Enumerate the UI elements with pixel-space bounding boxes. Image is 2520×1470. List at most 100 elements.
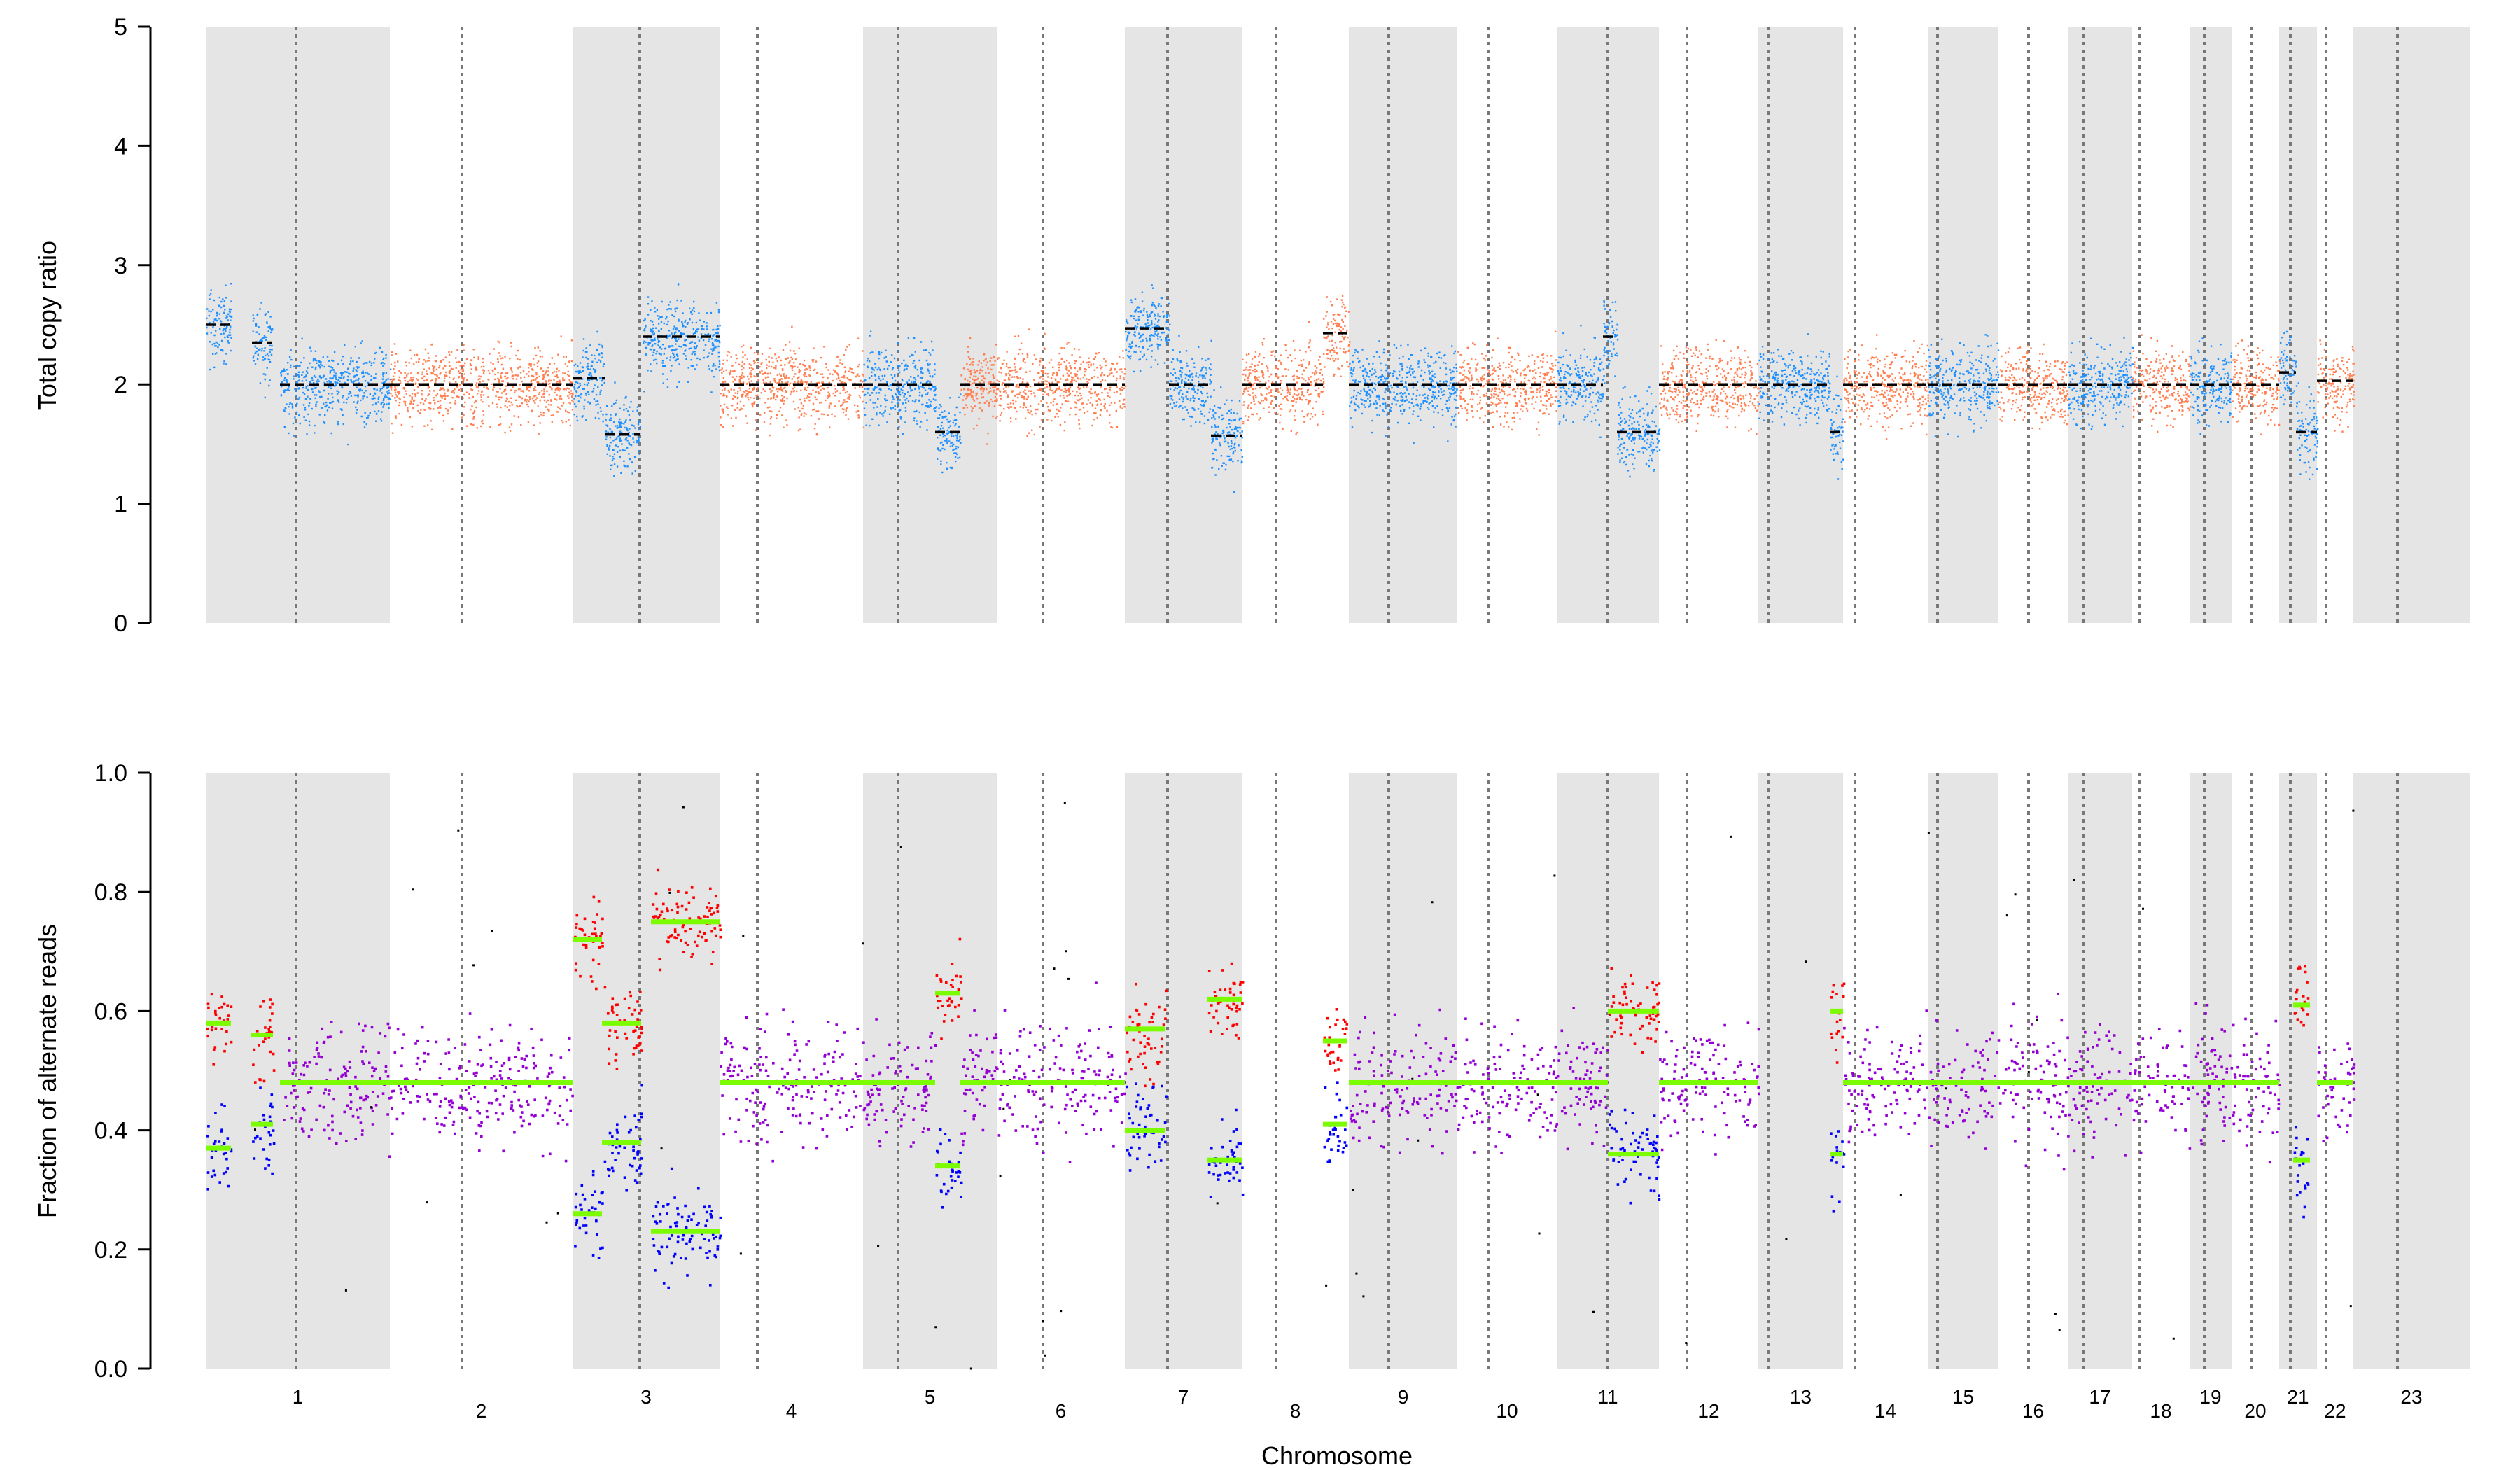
chromosome-label-10: 10	[1496, 1400, 1518, 1422]
chromosome-label-6: 6	[1056, 1400, 1067, 1422]
allele-fraction-points-major-seg1	[252, 998, 276, 1084]
allele-fraction-points-major-seg10	[1208, 962, 1245, 1040]
top-y-axis-title: Total copy ratio	[33, 241, 62, 410]
copy-ratio-points-chr3-seg4	[573, 330, 606, 423]
chromosome-label-4: 4	[786, 1400, 797, 1422]
band-top-chr23	[2353, 27, 2470, 623]
chromosome-label-21: 21	[2287, 1386, 2309, 1408]
allele-fraction-points-major-seg9	[1126, 982, 1168, 1088]
copy-ratio-points-chr20-seg30	[2232, 340, 2281, 435]
band-top-chr7	[1125, 27, 1242, 623]
allele-fraction-points-major-seg7	[935, 937, 963, 1040]
chromosome-label-7: 7	[1178, 1386, 1189, 1408]
band-top-chr17	[2068, 27, 2132, 623]
allele-fraction-points-other	[254, 802, 2355, 1370]
top-y-tick-label-0: 0	[114, 610, 127, 637]
band-bottom-chr21	[2279, 773, 2317, 1368]
chromosome-label-13: 13	[1790, 1386, 1812, 1408]
band-bottom-chr13	[1758, 773, 1843, 1368]
chromosome-label-5: 5	[925, 1386, 936, 1408]
copy-ratio-points-chr13-seg22	[1758, 333, 1831, 426]
bottom-y-tick-label-0.6: 0.6	[94, 998, 127, 1025]
allele-fraction-points-minor-seg10	[1208, 1108, 1245, 1198]
band-top-chr19	[2190, 27, 2232, 623]
copy-ratio-points-chr3-seg6	[643, 284, 721, 393]
band-top-chr21	[2279, 27, 2317, 623]
chromosome-label-19: 19	[2199, 1386, 2221, 1408]
copy-ratio-points-chr14-seg24	[1843, 334, 1930, 440]
chromosome-label-18: 18	[2150, 1400, 2171, 1422]
chromosome-label-14: 14	[1875, 1400, 1896, 1422]
top-y-tick-label-3: 3	[114, 253, 127, 279]
copy-ratio-points-chr8-seg14	[1242, 321, 1325, 435]
chromosome-label-9: 9	[1398, 1386, 1409, 1408]
copy-ratio-points-chr22-seg33	[2317, 340, 2356, 433]
band-bottom-chr23	[2353, 773, 2470, 1368]
copy-ratio-points-chr21-seg31	[2279, 330, 2298, 405]
top-y-tick-label-1: 1	[114, 491, 127, 518]
copy-ratio-points-chr7-seg13	[1211, 386, 1243, 493]
chromosome-bands	[206, 27, 2470, 1368]
band-top-chr11	[1557, 27, 1659, 623]
chromosome-label-23: 23	[2400, 1386, 2422, 1408]
band-top-chr13	[1758, 27, 1843, 623]
bottom-y-tick-label-0.4: 0.4	[94, 1118, 127, 1144]
top-y-tick-label-5: 5	[114, 14, 127, 41]
chromosome-label-12: 12	[1698, 1400, 1719, 1422]
copy-ratio-points-chr7-seg12	[1169, 335, 1212, 427]
band-top-chr9	[1349, 27, 1457, 623]
band-bottom-chr19	[2190, 773, 2232, 1368]
chromosome-label-15: 15	[1952, 1386, 1974, 1408]
copy-ratio-points-chr6-seg10	[960, 328, 1127, 445]
copy-ratio-points-chr5-seg9	[935, 393, 962, 474]
band-bottom-chr17	[2068, 773, 2132, 1368]
chromosome-label-17: 17	[2089, 1386, 2110, 1408]
allele-fraction-points-major-seg4	[603, 986, 643, 1070]
chromosome-label-1: 1	[293, 1386, 304, 1408]
copy-ratio-points-chr11-seg19	[1603, 300, 1619, 384]
band-bottom-chr9	[1349, 773, 1457, 1368]
chromosome-label-8: 8	[1290, 1400, 1301, 1422]
band-top-chr1	[206, 27, 390, 623]
chromosome-label-2: 2	[476, 1400, 487, 1422]
x-axis-title: Chromosome	[1261, 1441, 1413, 1470]
bottom-y-tick-label-0.8: 0.8	[94, 879, 127, 906]
allele-fraction-points-minor-seg15	[1830, 1130, 1846, 1213]
allele-fraction-points-minor-seg1	[252, 1086, 276, 1175]
copy-ratio-points-chr13-seg23	[1830, 375, 1844, 480]
band-bottom-chr7	[1125, 773, 1242, 1368]
allele-fraction-points-balanced-seg14	[1659, 1021, 1760, 1156]
copy-ratio-points-chr4-seg7	[720, 326, 865, 437]
band-bottom-chr5	[863, 773, 997, 1368]
allele-fraction-points-major-seg13	[1609, 967, 1661, 1054]
copy-ratio-points-chr19-seg29	[2190, 337, 2233, 435]
copy-ratio-points-chr16-seg26	[1998, 343, 2069, 430]
allele-fraction-points-major-seg0	[206, 993, 233, 1066]
bottom-y-tick-label-0.0: 0.0	[94, 1356, 127, 1382]
copy-ratio-points-chr7-seg11	[1125, 284, 1171, 373]
band-bottom-chr1	[206, 773, 390, 1368]
copy-ratio-points-chr1-seg0	[206, 283, 233, 371]
allele-fraction-points-balanced-seg8	[960, 981, 1127, 1163]
chromosome-label-16: 16	[2022, 1400, 2044, 1422]
copy-ratio-points-chr8-seg15	[1323, 295, 1351, 377]
copy-ratio-points-chr12-seg21	[1659, 339, 1760, 435]
top-y-tick-label-2: 2	[114, 372, 127, 398]
band-top-chr5	[863, 27, 997, 623]
bottom-y-axis-title: Fraction of alternate reads	[33, 924, 62, 1218]
chromosome-label-3: 3	[640, 1386, 652, 1408]
band-top-chr15	[1928, 27, 1998, 623]
bottom-y-tick-label-1.0: 1.0	[94, 760, 127, 787]
bottom-panel-axis: 0.0 0.2 0.4 0.6 0.8 1.0 Fraction of alternate…	[33, 760, 152, 1382]
segment-lines	[206, 323, 2353, 1234]
copy-ratio-points-chr15-seg25	[1928, 334, 2000, 438]
allele-fraction-points-minor-seg17	[2293, 1126, 2310, 1219]
chromosome-label-20: 20	[2244, 1400, 2266, 1422]
allele-fraction-points-minor-seg5	[652, 1167, 722, 1289]
top-y-tick-label-4: 4	[114, 133, 127, 160]
allele-fraction-points-minor-seg4	[603, 1084, 643, 1192]
bottom-y-tick-label-0.2: 0.2	[94, 1237, 127, 1264]
band-bottom-chr3	[573, 773, 720, 1368]
